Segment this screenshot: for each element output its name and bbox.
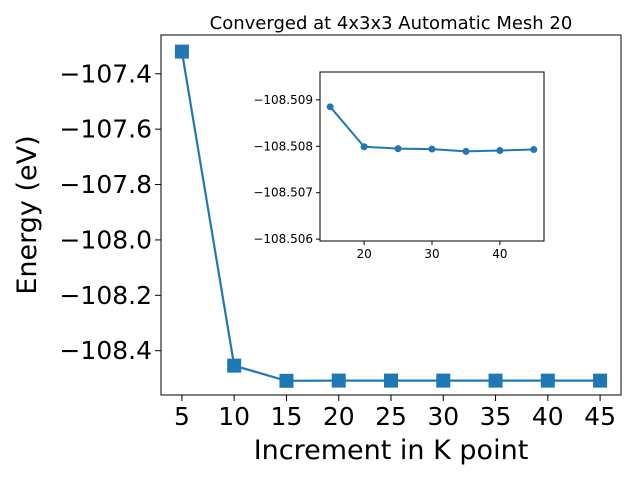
inset-data-point — [360, 143, 368, 151]
main-x-tick-label: 5 — [174, 402, 190, 431]
main-x-tick-label: 15 — [271, 402, 303, 431]
main-x-tick-label: 25 — [375, 402, 407, 431]
main-x-axis: 5 10 15 20 25 30 35 40 45 — [174, 395, 616, 431]
inset-series-layer — [326, 103, 538, 155]
inset-data-point — [462, 147, 470, 155]
main-x-tick-label: 40 — [532, 402, 564, 431]
inset-data-point — [428, 145, 436, 153]
main-x-tick-label: 20 — [323, 402, 355, 431]
inset-x-axis: 20 30 40 — [356, 241, 508, 261]
main-y-tick-label: −108.2 — [59, 281, 152, 310]
chart-title: Converged at 4x3x3 Automatic Mesh 20 — [210, 13, 573, 34]
inset-x-tick-label: 30 — [424, 247, 439, 261]
main-x-tick-label: 45 — [584, 402, 616, 431]
main-x-tick-label: 10 — [218, 402, 250, 431]
inset-y-tick-label: −108.508 — [253, 139, 313, 153]
inset-y-tick-label: −108.506 — [253, 232, 313, 246]
main-data-point — [331, 373, 346, 388]
inset-x-tick-label: 20 — [356, 247, 371, 261]
main-y-tick-label: −107.4 — [59, 59, 152, 88]
main-y-axis: −107.4 −107.6 −107.8 −108.0 −108.2 −108.4 — [59, 59, 161, 365]
main-data-point — [174, 44, 189, 59]
main-y-tick-label: −107.8 — [59, 170, 152, 199]
inset-data-point — [326, 103, 334, 111]
inset-y-tick-label: −108.507 — [253, 186, 313, 200]
main-y-tick-label: −108.4 — [59, 336, 152, 365]
main-data-point — [384, 373, 398, 388]
main-data-point — [593, 373, 608, 388]
main-y-tick-label: −107.6 — [59, 115, 152, 144]
inset-chart: 20 30 40 −108.509 −108.508 −108.507 −108.506 — [253, 71, 545, 261]
main-data-point — [436, 373, 451, 388]
main-x-tick-label: 30 — [427, 402, 459, 431]
inset-data-point — [394, 145, 402, 153]
inset-y-axis: −108.509 −108.508 −108.507 −108.506 — [253, 93, 320, 246]
x-axis-label: Increment in K point — [254, 435, 529, 466]
main-data-point — [488, 373, 503, 388]
main-x-tick-label: 35 — [480, 402, 512, 431]
inset-data-point — [496, 146, 504, 154]
y-axis-label: Energy (eV) — [12, 135, 43, 294]
inset-data-point — [530, 146, 538, 154]
main-y-tick-label: −108.0 — [59, 225, 152, 254]
inset-x-tick-label: 40 — [492, 247, 507, 261]
main-series-layer — [174, 44, 608, 388]
inset-y-tick-label: −108.509 — [253, 93, 313, 107]
main-data-point — [540, 373, 555, 388]
inset-plot-area — [320, 72, 544, 241]
main-data-point — [279, 373, 294, 388]
main-data-point — [227, 358, 242, 373]
